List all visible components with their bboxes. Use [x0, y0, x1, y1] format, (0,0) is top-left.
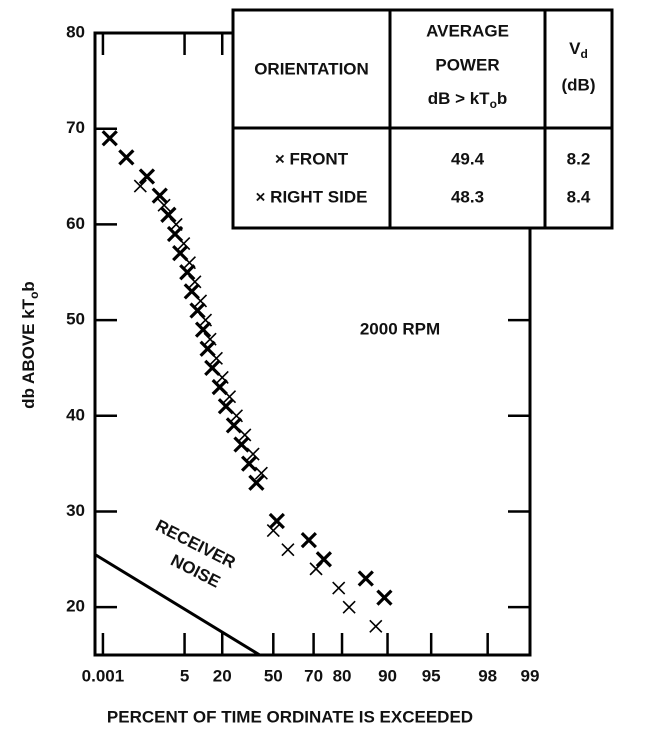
- marker: [151, 187, 168, 204]
- header-part: b: [497, 89, 507, 108]
- x-tick-label: 5: [180, 666, 189, 685]
- marker: [182, 256, 196, 270]
- table-cell: 49.4: [451, 149, 485, 168]
- marker: [193, 294, 208, 308]
- x-tick-label: 20: [213, 666, 232, 685]
- x-tick-label: 0.001: [82, 666, 125, 685]
- marker: [101, 130, 118, 147]
- marker: [222, 390, 237, 404]
- x-tick-label: 80: [333, 666, 352, 685]
- y-tick-label: 60: [66, 214, 85, 233]
- y-tick-label: 50: [66, 310, 85, 329]
- marker: [233, 436, 250, 453]
- table-cell: 8.4: [567, 187, 591, 206]
- header-part: V: [569, 39, 581, 58]
- table-cell: × FRONT: [275, 149, 349, 168]
- marker: [238, 428, 252, 442]
- marker: [315, 551, 332, 568]
- marker: [225, 417, 243, 434]
- noise-line: [94, 553, 261, 657]
- table-header: POWER: [435, 55, 499, 74]
- marker: [266, 524, 280, 538]
- marker: [198, 313, 213, 327]
- marker: [309, 562, 323, 576]
- marker: [342, 600, 356, 614]
- table-header: Vd: [569, 39, 588, 61]
- marker: [160, 206, 177, 223]
- x-axis-label: PERCENT OF TIME ORDINATE IS EXCEEDED: [107, 707, 473, 726]
- y-tick-label: 70: [66, 118, 85, 137]
- marker: [300, 532, 317, 549]
- table-cell: 48.3: [451, 187, 484, 206]
- marker: [118, 149, 135, 166]
- marker: [254, 466, 268, 480]
- table-cell: 8.2: [567, 149, 591, 168]
- marker: [169, 217, 183, 231]
- table-frame: [231, 8, 614, 230]
- header-sub: d: [581, 47, 588, 61]
- x-tick-label: 98: [478, 666, 497, 685]
- y-label-part: b: [19, 281, 38, 291]
- marker: [133, 179, 147, 193]
- table-header: ORIENTATION: [254, 59, 369, 78]
- marker: [179, 264, 196, 281]
- marker: [240, 455, 258, 472]
- y-tick-label: 20: [66, 597, 85, 616]
- marker: [209, 351, 223, 365]
- marker: [215, 370, 229, 385]
- table-cell: × RIGHT SIDE: [256, 187, 368, 206]
- marker: [376, 589, 393, 606]
- table-header: AVERAGE: [426, 21, 509, 40]
- header-sub: o: [490, 97, 497, 111]
- marker: [203, 332, 217, 346]
- y-tick-label: 40: [66, 405, 85, 424]
- y-tick-label: 30: [66, 501, 85, 520]
- table-header: dB > kTob: [428, 89, 508, 111]
- marker: [332, 581, 346, 595]
- marker: [194, 321, 212, 338]
- marker: [138, 168, 156, 185]
- x-tick-label: 70: [304, 666, 323, 685]
- marker: [281, 543, 295, 557]
- x-tick-label: 95: [422, 666, 441, 685]
- marker: [357, 570, 374, 587]
- marker: [268, 512, 285, 530]
- y-label-sub: o: [27, 292, 41, 299]
- x-tick-label: 90: [378, 666, 397, 685]
- marker: [177, 236, 191, 251]
- marker: [246, 447, 260, 461]
- y-tick-label: 80: [66, 22, 85, 41]
- y-axis-label: db ABOVE kTob: [19, 281, 41, 409]
- header-part: dB > kT: [428, 89, 490, 108]
- x-tick-label: 99: [521, 666, 540, 685]
- marker: [157, 198, 171, 212]
- x-tick-label: 50: [264, 666, 283, 685]
- marker: [369, 619, 383, 633]
- marker: [229, 409, 244, 423]
- y-label-part: db ABOVE kT: [19, 298, 38, 408]
- marker: [188, 275, 202, 289]
- marker: [248, 474, 265, 491]
- table-header: (dB): [562, 75, 596, 94]
- annotation: 2000 RPM: [360, 319, 440, 338]
- marker: [189, 302, 206, 319]
